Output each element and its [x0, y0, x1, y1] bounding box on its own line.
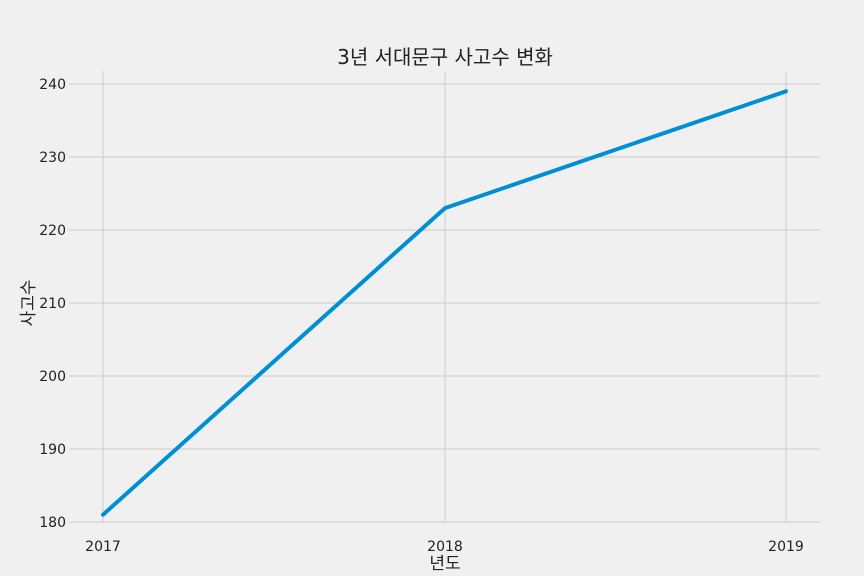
data-point — [785, 90, 787, 92]
x-tick-label: 2017 — [85, 539, 121, 555]
chart-title: 3년 서대문구 사고수 변화 — [337, 45, 553, 69]
y-tick-label: 200 — [39, 369, 66, 385]
x-tick-label: 2018 — [427, 539, 463, 555]
y-tick-label: 180 — [39, 515, 66, 531]
y-axis-label: 사고수 — [19, 280, 39, 327]
y-tick-label: 190 — [39, 442, 66, 458]
x-axis-ticks: 2017 2018 2019 — [85, 539, 804, 555]
data-point — [444, 207, 446, 209]
x-axis-label: 년도 — [429, 554, 460, 574]
y-tick-label: 220 — [39, 223, 66, 239]
data-point — [102, 514, 104, 516]
series-layer — [101, 89, 788, 517]
x-tick-label: 2019 — [768, 539, 804, 555]
y-tick-label: 240 — [39, 77, 66, 93]
grid — [69, 71, 820, 523]
y-tick-label: 210 — [39, 296, 66, 312]
y-axis-ticks: 180 190 200 210 220 230 240 — [39, 77, 66, 531]
y-tick-label: 230 — [39, 150, 66, 166]
